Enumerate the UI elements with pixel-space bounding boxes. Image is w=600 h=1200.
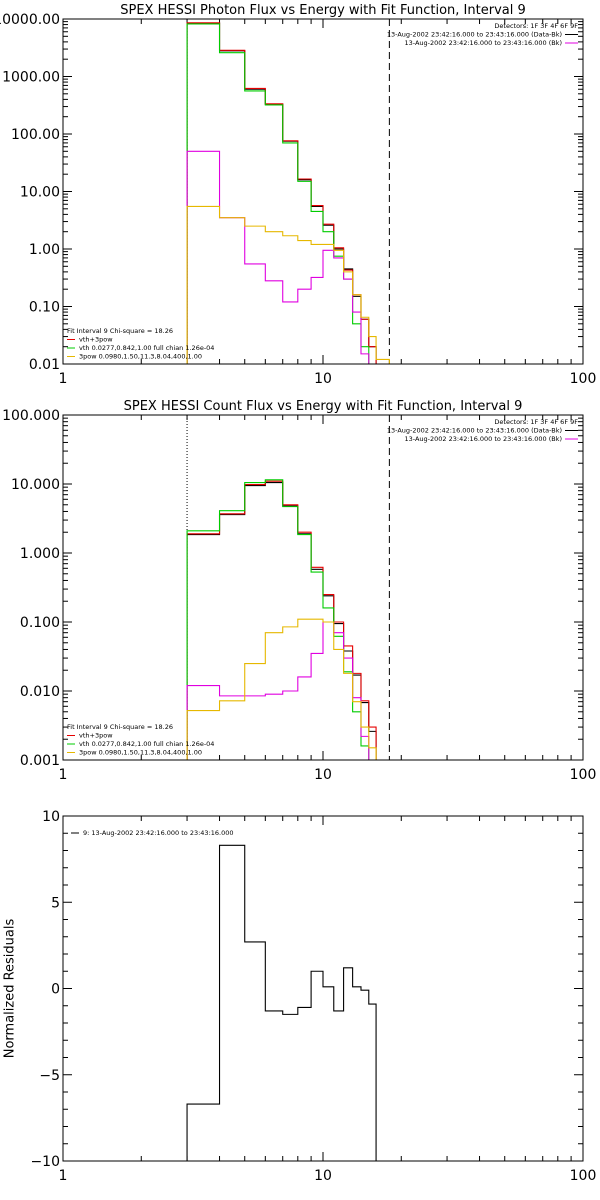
x-tick-label: 10 [314, 371, 332, 387]
legend-entry: Detectors: 1F 3F 4F 6F 9F [494, 418, 578, 426]
legend-text: vth+3pow [79, 732, 113, 740]
y-tick-label: 1.000 [20, 546, 60, 562]
y-tick-label: 0.001 [20, 753, 60, 769]
plot-area [186, 415, 390, 760]
legend-entry: 13-Aug-2002 23:42:16.000 to 23:43:16.000… [405, 435, 578, 443]
legend-entry: 3pow 0.0980,1.50,11.3,8.04,400,1.00 [67, 353, 202, 361]
legend-entry: Fit Interval 9 Chi-square = 18.26 [67, 327, 173, 335]
legend-text: Fit Interval 9 Chi-square = 18.26 [67, 327, 173, 335]
plot-frame [62, 18, 584, 365]
legend-text: 13-Aug-2002 23:42:16.000 to 23:43:16.000… [405, 435, 562, 443]
legend-text: vth 0.0277,0.842,1.00 full chian 1.26e-0… [79, 344, 214, 352]
series-line-1 [186, 481, 377, 760]
series-line-3 [186, 23, 370, 364]
x-tick-label: 100 [570, 371, 597, 387]
x-axis: 1 10 100 [59, 816, 597, 1184]
legend-entry: vth 0.0277,0.842,1.00 full chian 1.26e-0… [67, 740, 214, 748]
y-tick-label: 10.00 [20, 185, 60, 201]
chart-title: SPEX HESSI Photon Flux vs Energy with Fi… [120, 3, 526, 18]
legend-entry: vth+3pow [67, 336, 113, 344]
series-line-5 [186, 205, 390, 364]
y-tick-label: 10 [42, 809, 60, 825]
plot-frame [62, 815, 584, 1162]
x-tick-label: 1 [59, 371, 68, 387]
legend-text: vth 0.0277,0.842,1.00 full chian 1.26e-0… [79, 740, 214, 748]
legend-text: vth+3pow [79, 336, 113, 344]
legend-text: 13-Aug-2002 23:42:16.000 to 23:43:16.000… [405, 39, 562, 47]
x-tick-label: 10 [314, 767, 332, 783]
series-line-5 [186, 618, 377, 760]
y-tick-label: 1000.00 [2, 70, 60, 86]
legend-entry: vth+3pow [67, 732, 113, 740]
legend-text: 13-Aug-2002 23:42:16.000 to 23:43:16.000… [387, 31, 562, 39]
legend-text: 3pow 0.0980,1.50,11.3,8.04,400,1.00 [79, 749, 202, 757]
y-tick-label: 0.100 [20, 615, 60, 631]
legend-entry: 9: 13-Aug-2002 23:42:16.000 to 23:43:16.… [71, 829, 234, 837]
x-axis: 1 10 100 [59, 19, 597, 387]
x-tick-label: 10 [314, 1168, 332, 1184]
legend-entry: 3pow 0.0980,1.50,11.3,8.04,400,1.00 [67, 749, 202, 757]
legend-entry: vth 0.0277,0.842,1.00 full chian 1.26e-0… [67, 344, 214, 352]
y-axis-label: Normalized Residuals [3, 919, 18, 1059]
legend-entry: 13-Aug-2002 23:42:16.000 to 23:43:16.000… [387, 31, 578, 39]
chart-panel-3: Normalized Residuals 1 10 100 10 5 0 −5 −10 9: 13… [3, 809, 597, 1184]
x-axis: 1 10 100 [59, 415, 597, 783]
plot-area [186, 19, 390, 364]
y-tick-label: 0.01 [29, 357, 60, 373]
y-axis: 100.000 10.000 1.000 0.100 0.010 0.001 [2, 408, 583, 769]
x-tick-label: 1 [59, 1168, 68, 1184]
y-tick-label: 0.010 [20, 684, 60, 700]
series-line-1 [186, 844, 377, 1161]
y-tick-label: −10 [30, 1154, 60, 1170]
series-line-2 [186, 480, 377, 760]
plot-frame [62, 414, 584, 761]
y-axis: 10 5 0 −5 −10 [30, 809, 583, 1170]
x-tick-label: 1 [59, 767, 68, 783]
y-tick-label: 1.00 [29, 242, 60, 258]
legend-entry: Fit Interval 9 Chi-square = 18.26 [67, 723, 173, 731]
chart-panel-1: SPEX HESSI Photon Flux vs Energy with Fi… [0, 3, 596, 387]
legend-entry: 13-Aug-2002 23:42:16.000 to 23:43:16.000… [387, 427, 578, 435]
legend-entry: 13-Aug-2002 23:42:16.000 to 23:43:16.000… [405, 39, 578, 47]
y-tick-label: 100.000 [2, 408, 60, 424]
legend-text: 13-Aug-2002 23:42:16.000 to 23:43:16.000… [387, 427, 562, 435]
y-tick-label: 5 [51, 895, 60, 911]
y-tick-label: 0 [51, 982, 60, 998]
legend-text: 3pow 0.0980,1.50,11.3,8.04,400,1.00 [79, 353, 202, 361]
y-tick-label: 100.00 [11, 127, 60, 143]
legend-text: Fit Interval 9 Chi-square = 18.26 [67, 723, 173, 731]
legend-entry: Detectors: 1F 3F 4F 6F 9F [494, 22, 578, 30]
chart-panel-2: SPEX HESSI Count Flux vs Energy with Fit… [2, 399, 596, 783]
chart-title: SPEX HESSI Count Flux vs Energy with Fit… [124, 399, 523, 414]
y-tick-label: 10.000 [11, 477, 60, 493]
x-tick-label: 100 [570, 1168, 597, 1184]
plot-area [186, 844, 377, 1161]
y-tick-label: 0.10 [29, 300, 60, 316]
y-tick-label: −5 [39, 1068, 60, 1084]
legend-text: 9: 13-Aug-2002 23:42:16.000 to 23:43:16.… [83, 829, 234, 837]
legend-text: Detectors: 1F 3F 4F 6F 9F [494, 22, 578, 30]
x-tick-label: 100 [570, 767, 597, 783]
series-line-4 [186, 150, 370, 364]
series-line-2 [186, 22, 377, 364]
legend-text: Detectors: 1F 3F 4F 6F 9F [494, 418, 578, 426]
